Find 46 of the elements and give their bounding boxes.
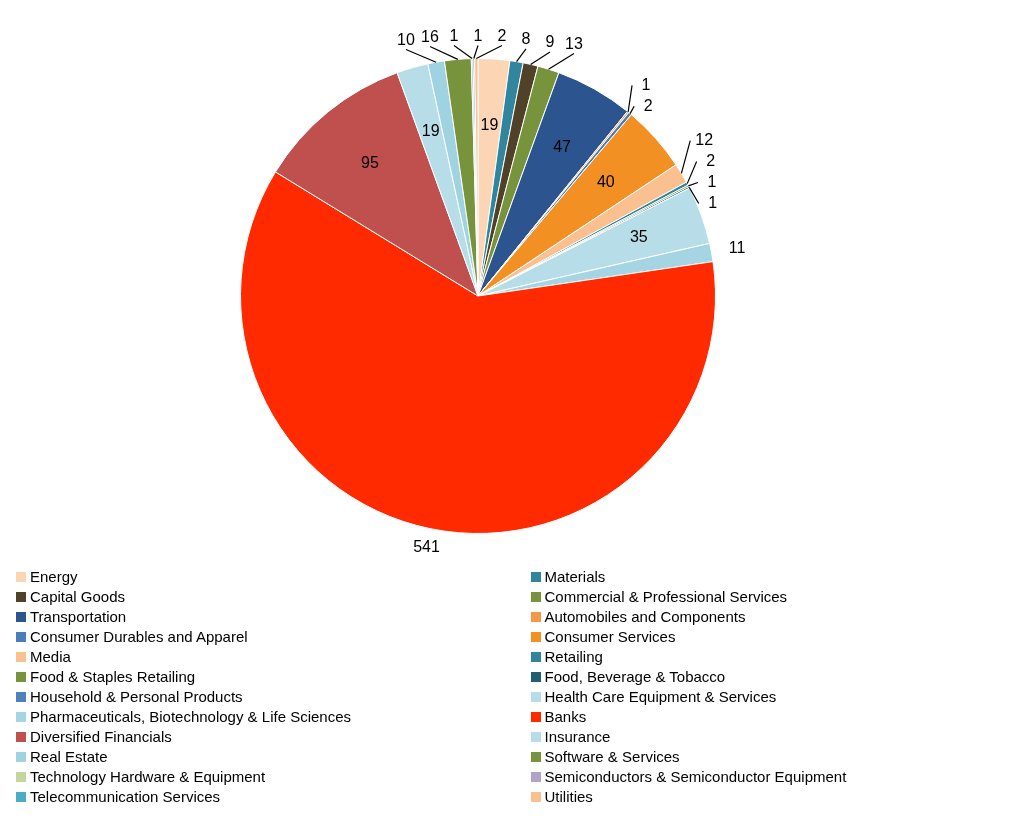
data-label: 35	[629, 228, 648, 246]
legend-label: Automobiles and Components	[544, 608, 746, 625]
legend-label: Energy	[30, 568, 78, 585]
data-label: 40	[596, 172, 615, 190]
legend-label: Diversified Financials	[30, 728, 172, 745]
data-label: 95	[361, 153, 379, 171]
data-label: 47	[553, 137, 572, 155]
legend-label: Pharmaceuticals, Biotechnology & Life Sciences	[30, 708, 352, 725]
data-label: 11	[728, 238, 746, 256]
legend-label: Retailing	[544, 648, 603, 665]
legend-label: Telecommunication Services	[30, 788, 221, 805]
data-label: 1	[473, 26, 483, 44]
legend-label: Software & Services	[544, 748, 680, 765]
data-label: 8	[521, 30, 531, 48]
data-label: 1	[708, 193, 718, 211]
data-label: 2	[643, 96, 653, 114]
data-label: 2	[497, 26, 507, 44]
data-label: 1	[641, 75, 651, 93]
legend-label: Technology Hardware & Equipment	[30, 768, 266, 785]
legend-label: Semiconductors & Semiconductor Equipment	[544, 768, 847, 785]
data-label: 12	[695, 130, 714, 148]
legend-label: Food, Beverage & Tobacco	[544, 668, 726, 685]
legend-label: Consumer Durables and Apparel	[30, 628, 248, 645]
data-label: 2	[706, 151, 716, 169]
legend-label: Real Estate	[30, 748, 108, 765]
legend-label: Food & Staples Retailing	[30, 668, 196, 685]
legend-label: Media	[30, 648, 71, 665]
data-label: 13	[565, 34, 583, 52]
legend-label: Household & Personal Products	[30, 688, 243, 705]
data-label: 1	[707, 172, 717, 190]
legend-label: Health Care Equipment & Services	[544, 688, 777, 705]
data-label: 19	[421, 122, 440, 140]
legend-label: Consumer Services	[544, 628, 676, 645]
data-label: 10	[397, 30, 415, 48]
data-label: 16	[421, 27, 439, 45]
data-label: 541	[413, 537, 440, 555]
legend-label: Capital Goods	[30, 588, 126, 605]
legend-label: Banks	[544, 708, 587, 725]
legend-label: Insurance	[544, 728, 611, 745]
data-label: 1	[449, 26, 459, 44]
data-label: 9	[545, 33, 555, 51]
legend-label: Utilities	[544, 788, 593, 805]
data-label: 19	[480, 115, 499, 133]
legend-label: Materials	[544, 568, 606, 585]
legend-label: Commercial & Professional Services	[544, 588, 788, 605]
legend-label: Transportation	[30, 608, 127, 625]
